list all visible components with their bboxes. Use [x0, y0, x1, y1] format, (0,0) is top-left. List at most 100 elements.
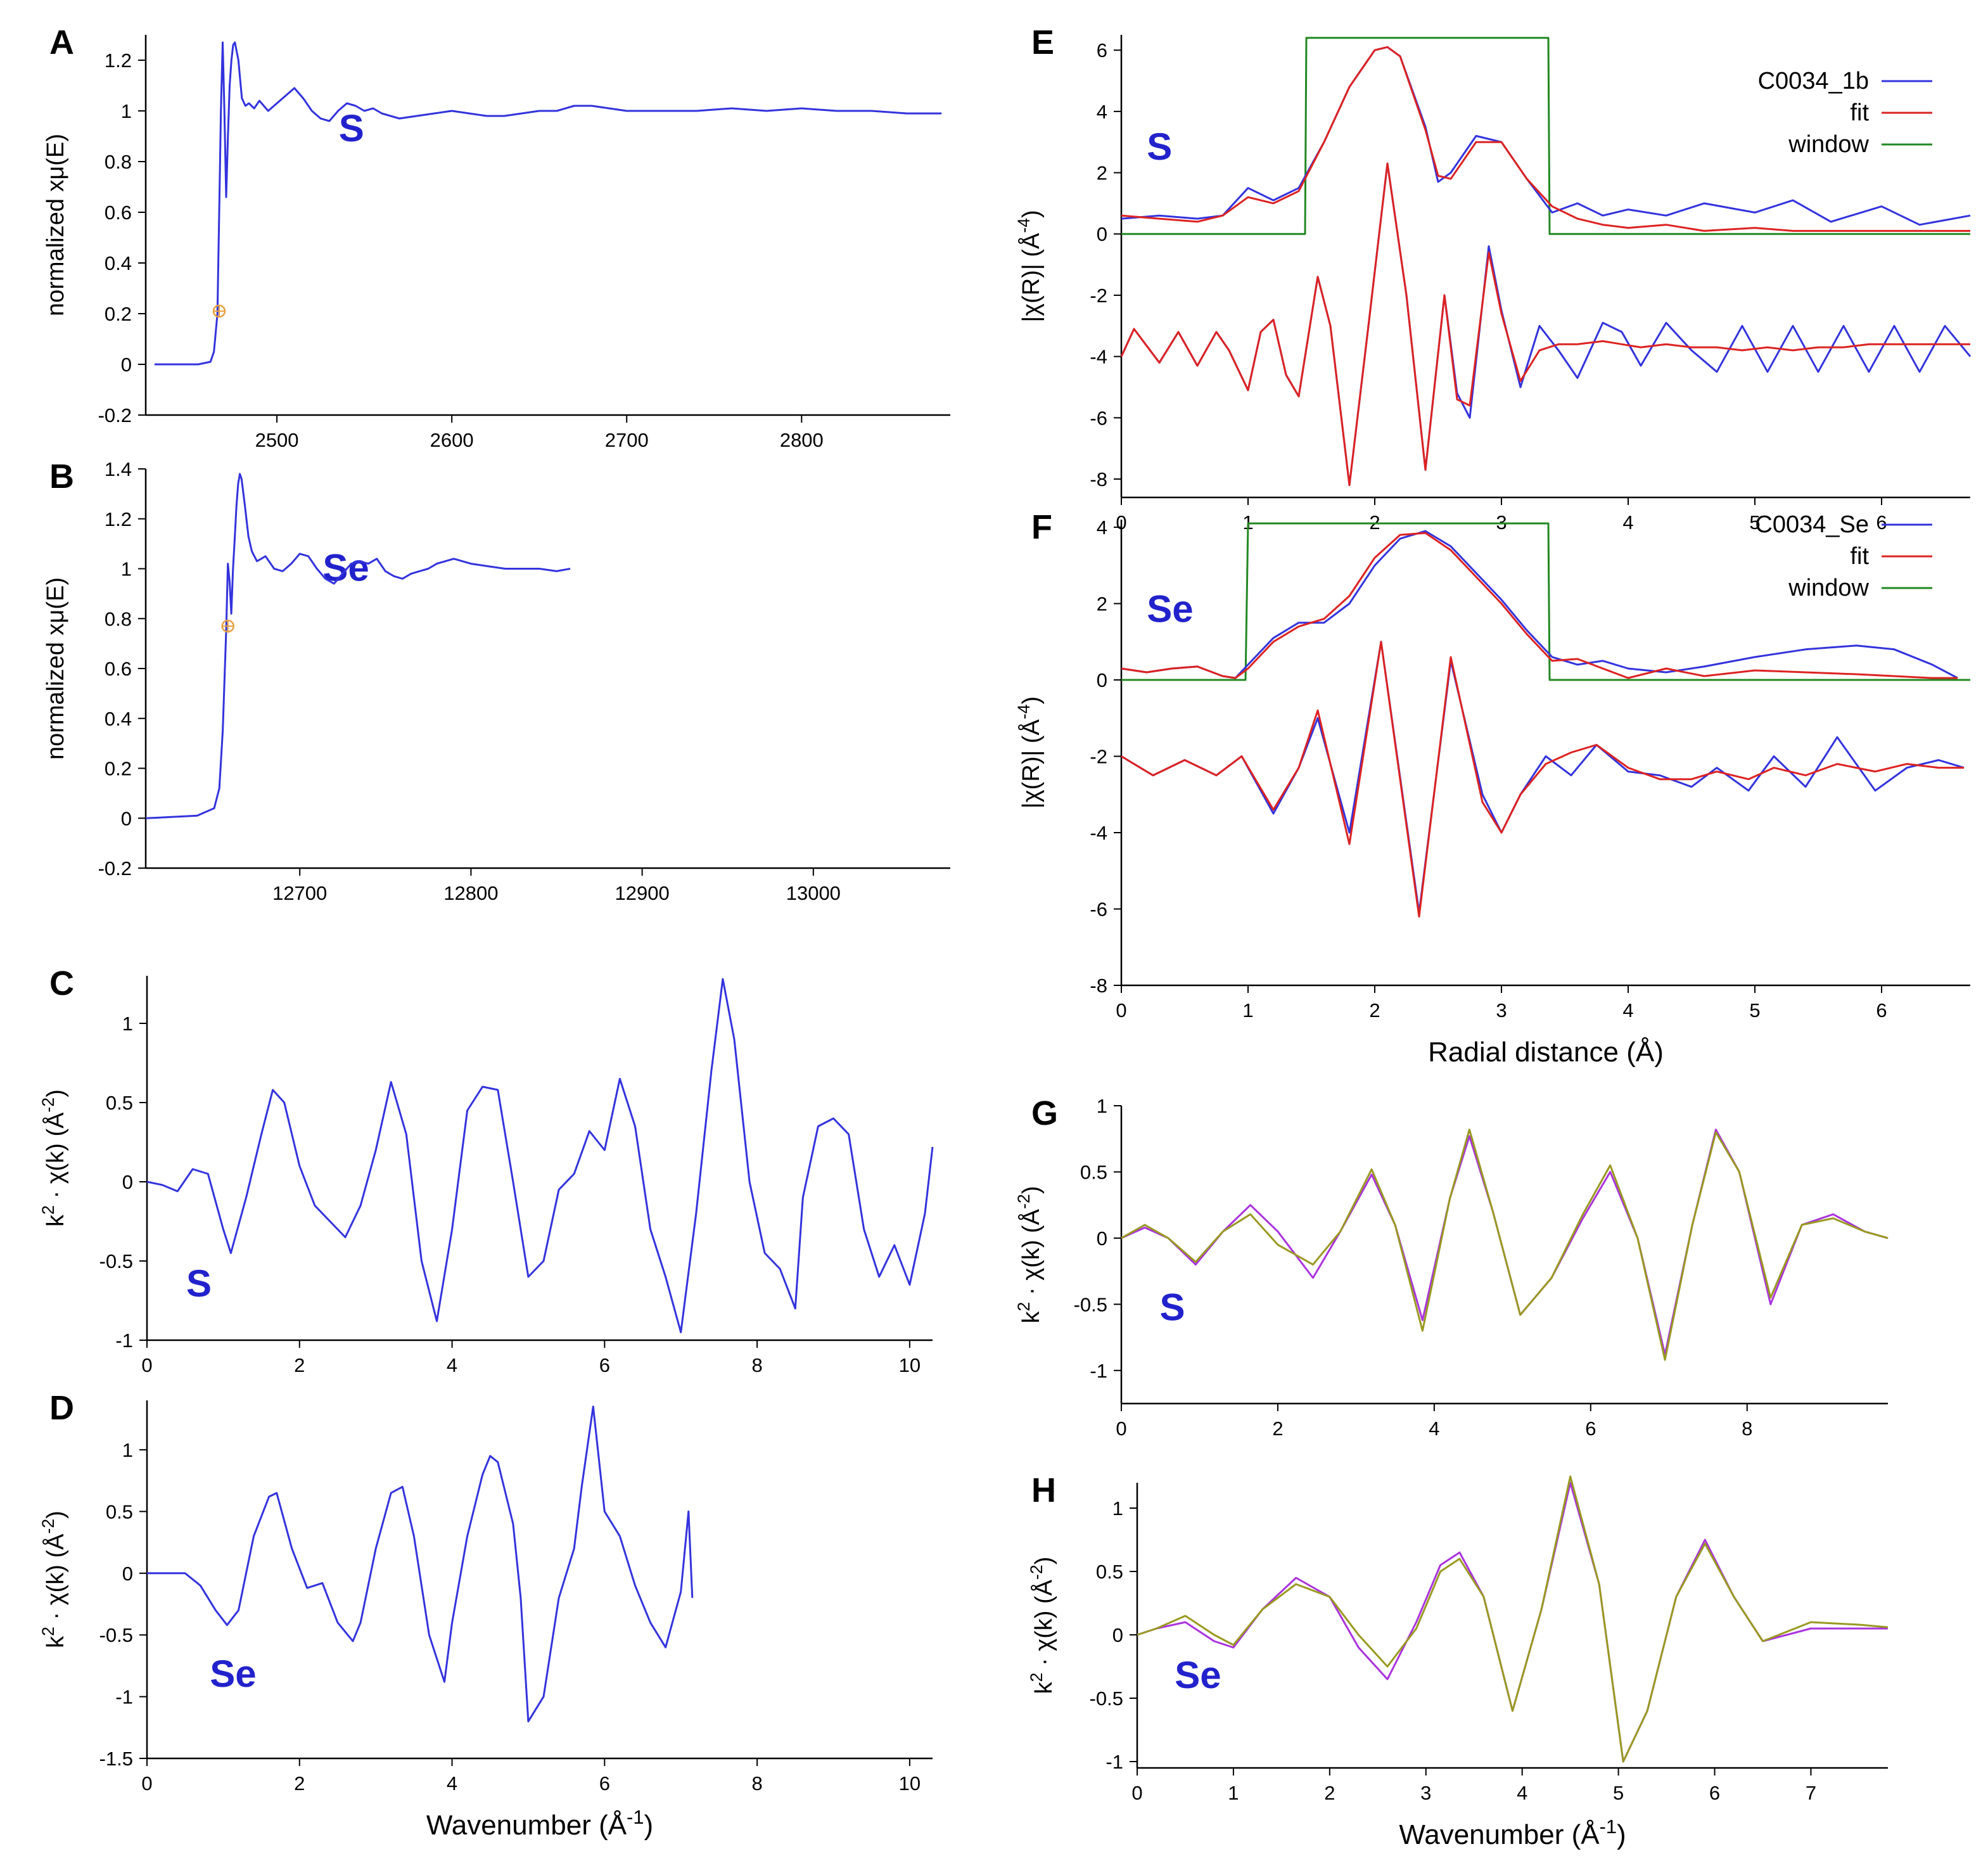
x-tick-label: 4 [1622, 511, 1633, 534]
x-tick-label: 7 [1806, 1782, 1816, 1804]
y-tick-label: -0.5 [99, 1250, 133, 1272]
series-line-c0034-1b [1121, 46, 1971, 226]
y-axis-label: k2 · χ(k) (Å-2) [39, 1511, 69, 1648]
y-tick-label: 0.5 [106, 1092, 133, 1114]
series-line-fit [1121, 46, 1970, 232]
legend-entry: window [1788, 575, 1869, 601]
y-tick-label: 1 [121, 100, 132, 122]
y-tick-label: 0 [1097, 1227, 1107, 1250]
panel-d: 0 2 4 6 8 10 -1.5 -1 -0.5 0 0.5 1 D Se k2 · χ(k) (Å-2)… [39, 1389, 933, 1841]
x-tick-label: 0 [141, 1772, 152, 1795]
y-tick-label: -0.5 [1090, 1687, 1123, 1710]
y-tick-label: 0 [121, 807, 132, 829]
y-tick-label: 0.8 [105, 608, 132, 630]
x-tick-label: 6 [599, 1772, 610, 1795]
x-axis-label: Radial distance (Å) [1428, 1037, 1664, 1068]
x-tick-label: 2600 [430, 429, 474, 451]
y-tick-label: -2 [1090, 746, 1107, 768]
x-tick-label: 0 [1131, 1782, 1142, 1804]
y-tick-label: 0 [1097, 223, 1107, 245]
y-axis-label: |χ(R)| (Å-4) [1014, 210, 1045, 322]
series-line-model-1 [1137, 1481, 1888, 1763]
panel-letter: C [49, 964, 74, 1002]
series-line-fit-imag- [1121, 641, 1964, 918]
y-tick-label: -0.5 [99, 1624, 133, 1646]
y-tick-label: 0 [122, 1171, 133, 1193]
y-tick-label: -6 [1090, 407, 1107, 429]
series-line-s [146, 978, 934, 1333]
element-label: Se [1175, 1654, 1221, 1696]
y-tick-label: 1 [122, 1013, 133, 1035]
x-tick-label: 0 [1116, 999, 1126, 1021]
panel-h: 0 1 2 3 4 5 6 7 -1 -0.5 0 0.5 1 H Se k2 · χ(k) (Å-2) Wav… [1027, 1471, 1889, 1851]
y-tick-label: 1 [122, 1439, 133, 1461]
y-tick-label: 0.5 [1080, 1161, 1107, 1183]
y-tick-label: 0.2 [105, 758, 132, 780]
series-line-fit [1121, 532, 1958, 679]
y-tick-label: 0.5 [106, 1501, 133, 1523]
series-line-model-2 [1137, 1475, 1889, 1763]
y-tick-label: 1.2 [105, 508, 132, 530]
y-tick-label: 2 [1097, 593, 1107, 615]
y-tick-label: -8 [1090, 468, 1107, 490]
y-tick-label: 0 [121, 354, 132, 376]
x-axis-label: Wavenumber (Å-1) [1399, 1815, 1626, 1851]
x-axis-label: Wavenumber (Å-1) [426, 1806, 653, 1841]
legend-entry: window [1788, 131, 1869, 158]
y-tick-label: 1.4 [105, 458, 132, 480]
y-tick-label: 0.8 [105, 151, 132, 173]
x-tick-label: 5 [1613, 1782, 1624, 1804]
x-tick-label: 4 [447, 1772, 457, 1795]
panel-letter: F [1031, 508, 1052, 546]
panel-letter: G [1031, 1094, 1058, 1132]
y-tick-label: 1.2 [105, 49, 132, 72]
series-line-c0034-1b-imag- [1120, 162, 1972, 487]
x-tick-label: 1 [1242, 999, 1253, 1021]
y-tick-label: -1 [1106, 1751, 1123, 1773]
x-tick-label: 6 [1709, 1782, 1720, 1804]
y-tick-label: 0 [1097, 669, 1107, 691]
y-tick-label: -1 [115, 1329, 133, 1352]
x-tick-label: 6 [1876, 999, 1887, 1021]
panel-letter: D [49, 1389, 74, 1427]
element-label: S [1147, 125, 1172, 168]
element-label: S [186, 1262, 212, 1305]
series-line-model-1 [1121, 1129, 1889, 1356]
x-tick-label: 0 [141, 1354, 152, 1376]
x-tick-label: 2700 [605, 429, 649, 451]
x-tick-label: 10 [899, 1354, 921, 1376]
series-line-se [147, 1405, 694, 1723]
panel-letter: B [49, 458, 74, 496]
element-label: S [339, 107, 364, 150]
y-tick-label: -1 [1090, 1360, 1107, 1382]
y-axis-label: |χ(R)| (Å-4) [1014, 696, 1045, 809]
y-axis-label: k2 · χ(k) (Å-2) [1027, 1557, 1057, 1694]
element-label: Se [1147, 588, 1193, 630]
y-tick-label: 1 [1097, 1095, 1107, 1117]
series-line-c0034-se-imag- [1121, 641, 1965, 914]
series-line-s [154, 41, 942, 366]
y-tick-label: -0.5 [1074, 1293, 1107, 1315]
legend-entry: C0034_1b [1758, 68, 1869, 94]
y-tick-label: 2 [1097, 162, 1107, 184]
y-axis-label: k2 · χ(k) (Å-2) [39, 1089, 69, 1227]
y-tick-label: -1 [115, 1686, 133, 1708]
y-tick-label: 0.5 [1096, 1561, 1123, 1583]
x-tick-label: 2800 [780, 429, 824, 451]
y-tick-label: 1 [1112, 1497, 1123, 1520]
y-axis-label: k2 · χ(k) (Å-2) [1014, 1186, 1045, 1324]
x-tick-label: 4 [1622, 999, 1633, 1021]
x-tick-label: 12800 [443, 882, 498, 904]
x-tick-label: 0 [1116, 1417, 1126, 1440]
x-tick-label: 3 [1496, 999, 1507, 1021]
y-tick-label: -1.5 [99, 1748, 133, 1770]
y-tick-label: -0.2 [98, 404, 132, 426]
x-tick-label: 2 [294, 1354, 305, 1376]
y-tick-label: -0.2 [98, 857, 132, 880]
x-tick-label: 3 [1420, 1782, 1431, 1804]
legend-entry: C0034_Se [1755, 511, 1869, 538]
x-tick-label: 12900 [615, 882, 670, 904]
element-label: S [1160, 1286, 1185, 1328]
x-tick-label: 8 [1742, 1417, 1752, 1440]
